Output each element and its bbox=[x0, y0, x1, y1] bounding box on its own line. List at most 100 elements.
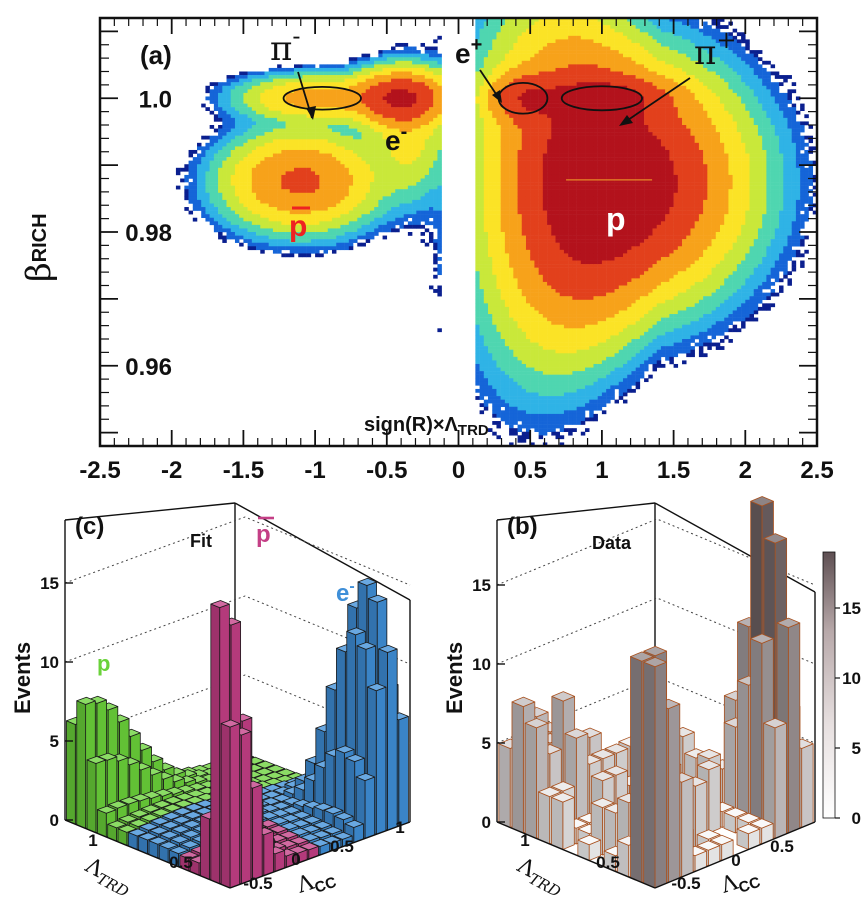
heatmap-cell bbox=[475, 128, 480, 133]
heatmap-cell bbox=[433, 121, 438, 126]
heatmap-cell bbox=[374, 214, 379, 218]
heatmap-cell bbox=[218, 207, 223, 211]
heatmap-cell bbox=[517, 107, 523, 111]
heatmap-cell bbox=[525, 381, 531, 386]
heatmap-cell bbox=[492, 353, 497, 358]
heatmap-cell bbox=[530, 160, 535, 165]
heatmap-cell bbox=[391, 217, 396, 222]
heatmap-cell bbox=[488, 207, 493, 211]
heatmap-cell bbox=[525, 349, 531, 354]
heatmap-cell bbox=[209, 192, 215, 197]
heatmap-cell bbox=[547, 132, 552, 136]
heatmap-cell bbox=[315, 217, 320, 222]
heatmap-cell bbox=[504, 207, 510, 211]
heatmap-cell bbox=[289, 228, 295, 233]
heatmap-cell bbox=[547, 264, 552, 268]
heatmap-cell bbox=[353, 85, 358, 90]
heatmap-cell bbox=[197, 192, 202, 197]
heatmap-cell bbox=[538, 228, 544, 233]
heatmap-cell bbox=[513, 224, 518, 229]
heatmap-cell bbox=[509, 75, 514, 79]
heatmap-cell bbox=[294, 232, 299, 236]
heatmap-cell bbox=[391, 46, 396, 51]
heatmap-cell bbox=[340, 232, 345, 236]
heatmap-cell bbox=[399, 146, 404, 151]
heatmap-cell bbox=[530, 324, 535, 329]
heatmap-cell bbox=[437, 96, 442, 101]
heatmap-cell bbox=[492, 78, 497, 83]
heatmap-cell bbox=[513, 149, 518, 154]
heatmap-cell bbox=[218, 117, 223, 122]
heatmap-cell bbox=[348, 82, 354, 87]
heatmap-cell bbox=[289, 224, 295, 229]
heatmap-cell bbox=[369, 171, 375, 176]
heatmap-cell bbox=[243, 210, 248, 215]
heatmap-cell bbox=[513, 92, 518, 97]
heatmap-cell bbox=[530, 139, 535, 144]
heatmap-cell bbox=[509, 342, 514, 347]
heatmap-cell bbox=[504, 135, 510, 140]
heatmap-cell bbox=[513, 32, 518, 37]
heatmap-cell bbox=[424, 92, 430, 97]
heatmap-cell bbox=[323, 71, 329, 76]
heatmap-cell bbox=[277, 232, 282, 236]
heatmap-cell bbox=[277, 135, 282, 140]
heatmap-cell bbox=[517, 146, 523, 151]
heatmap-cell bbox=[534, 64, 539, 69]
heatmap-cell bbox=[504, 214, 510, 218]
heatmap-cell bbox=[534, 157, 539, 161]
heatmap-cell bbox=[323, 96, 329, 101]
heatmap-cell bbox=[403, 57, 409, 62]
heatmap-cell bbox=[230, 107, 236, 111]
heatmap-cell bbox=[323, 160, 329, 165]
heatmap-cell bbox=[475, 107, 480, 111]
heatmap-cell bbox=[496, 306, 501, 311]
heatmap-cell bbox=[433, 103, 438, 108]
heatmap-cell bbox=[483, 296, 489, 301]
heatmap-cell bbox=[348, 142, 354, 147]
heatmap-cell bbox=[264, 82, 269, 87]
heatmap-cell bbox=[496, 421, 501, 425]
heatmap-cell bbox=[391, 189, 396, 194]
heatmap-cell bbox=[243, 121, 248, 126]
heatmap-cell bbox=[492, 331, 497, 336]
heatmap-cell bbox=[492, 85, 497, 90]
heatmap-cell bbox=[547, 121, 552, 126]
heatmap-cell bbox=[525, 303, 531, 308]
heatmap-cell bbox=[323, 142, 329, 147]
heatmap-cell bbox=[336, 221, 341, 226]
heatmap-cell bbox=[492, 388, 497, 393]
heatmap-cell bbox=[437, 289, 442, 293]
heatmap-cell bbox=[416, 78, 421, 83]
heatmap-cell bbox=[361, 160, 366, 165]
heatmap-cell bbox=[386, 100, 392, 104]
heatmap-cell bbox=[323, 132, 329, 136]
heatmap-cell bbox=[327, 82, 333, 87]
heatmap-cell bbox=[492, 153, 497, 158]
heatmap-cell bbox=[201, 103, 206, 108]
heatmap-cell bbox=[289, 214, 295, 218]
heatmap-cell bbox=[538, 192, 544, 197]
heatmap-cell bbox=[323, 174, 329, 179]
heatmap-cell bbox=[213, 142, 219, 147]
heatmap-cell bbox=[496, 135, 501, 140]
heatmap-cell bbox=[416, 185, 421, 190]
heatmap-cell bbox=[500, 18, 506, 22]
heatmap-cell bbox=[428, 121, 434, 126]
heatmap-cell bbox=[218, 82, 223, 87]
heatmap-cell bbox=[513, 199, 518, 204]
heatmap-cell bbox=[525, 246, 531, 251]
heatmap-cell bbox=[184, 207, 189, 211]
heatmap-cell bbox=[547, 67, 552, 72]
heatmap-cell bbox=[500, 121, 506, 126]
heatmap-cell bbox=[306, 235, 312, 240]
heatmap-cell bbox=[504, 285, 510, 290]
heatmap-cell bbox=[336, 146, 341, 151]
heatmap-cell bbox=[428, 185, 434, 190]
heatmap-cell bbox=[361, 157, 366, 161]
heatmap-cell bbox=[547, 128, 552, 133]
heatmap-cell bbox=[251, 196, 257, 201]
heatmap-cell bbox=[184, 174, 189, 179]
heatmap-cell bbox=[525, 107, 531, 111]
heatmap-cell bbox=[197, 203, 202, 208]
